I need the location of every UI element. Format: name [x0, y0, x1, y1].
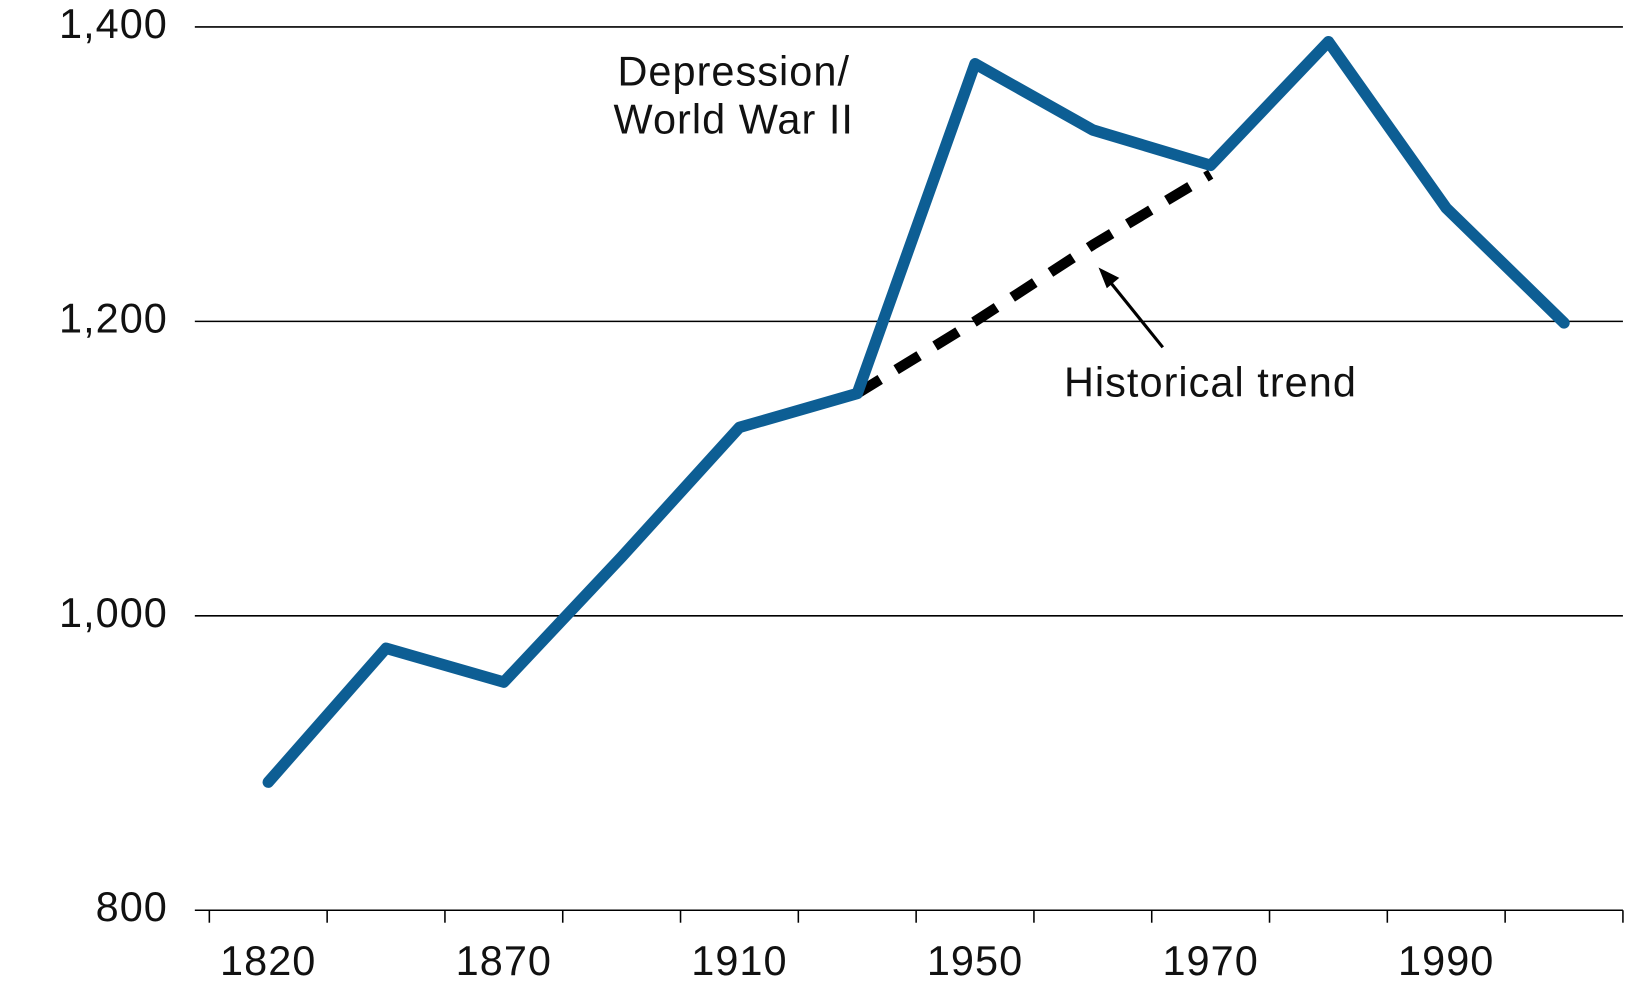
marks [262, 35, 1570, 788]
arrow-head [1098, 267, 1120, 289]
annotation: Depression/ [617, 48, 850, 95]
trend-label: Historical trend [1064, 359, 1357, 406]
x-tick-label: 1970 [1162, 937, 1258, 984]
y-tick-label: 1,200 [59, 294, 168, 341]
arrow-shaft [1105, 276, 1164, 349]
y-tick-label: 1,400 [59, 0, 168, 47]
x-tick-label: 1820 [220, 937, 316, 984]
series-line [262, 35, 1570, 788]
y-tick-label: 1,000 [59, 589, 168, 636]
x-tick-label: 1990 [1398, 937, 1494, 984]
annotation: World War II [614, 95, 854, 142]
y-tick-label: 800 [96, 883, 168, 930]
x-tick-label: 1910 [691, 937, 787, 984]
grid [194, 26, 1624, 923]
x-tick-label: 1950 [927, 937, 1023, 984]
series-line [854, 169, 1214, 398]
x-tick-label: 1870 [456, 937, 552, 984]
